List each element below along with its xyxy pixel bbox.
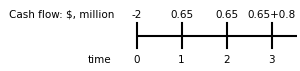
Text: 0: 0 [133, 55, 140, 65]
Text: 0.65+0.8: 0.65+0.8 [248, 10, 296, 20]
Text: -2: -2 [131, 10, 142, 20]
Text: 2: 2 [223, 55, 230, 65]
Text: 1: 1 [178, 55, 185, 65]
Text: time: time [87, 55, 111, 65]
Text: 0.65: 0.65 [215, 10, 238, 20]
Text: 3: 3 [268, 55, 275, 65]
Text: Cash flow: $, million: Cash flow: $, million [9, 10, 114, 20]
Text: 0.65: 0.65 [170, 10, 193, 20]
